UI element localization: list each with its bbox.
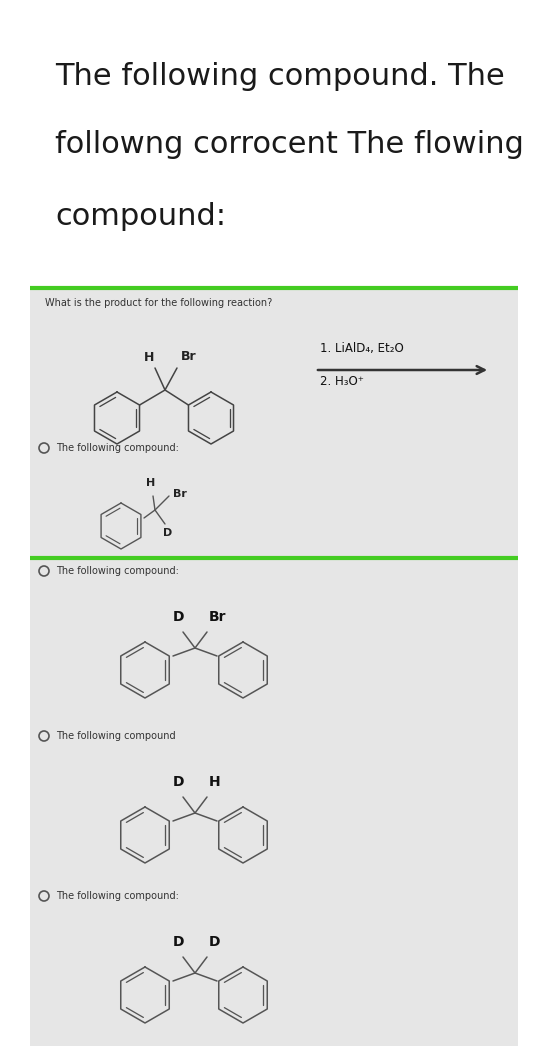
- Bar: [30, 558, 518, 1046]
- Text: 1. LiAlD₄, Et₂O: 1. LiAlD₄, Et₂O: [320, 342, 404, 355]
- Text: The following compound:: The following compound:: [56, 444, 179, 453]
- Text: The following compound: The following compound: [56, 731, 175, 741]
- Text: The following compound:: The following compound:: [56, 891, 179, 901]
- Text: Br: Br: [173, 488, 187, 499]
- Text: D: D: [172, 935, 184, 949]
- Text: H: H: [144, 351, 154, 364]
- Text: 2. H₃O⁺: 2. H₃O⁺: [320, 376, 364, 388]
- Text: followng corrocent The flowing: followng corrocent The flowing: [55, 130, 524, 159]
- Text: The following compound:: The following compound:: [56, 566, 179, 576]
- Text: D: D: [172, 610, 184, 624]
- Text: The following compound. The: The following compound. The: [55, 62, 505, 91]
- Bar: [30, 288, 518, 558]
- Text: H: H: [209, 775, 221, 789]
- Text: D: D: [172, 775, 184, 789]
- Text: D: D: [209, 935, 220, 949]
- Text: D: D: [163, 528, 173, 538]
- Text: compound:: compound:: [55, 202, 226, 231]
- Text: Br: Br: [181, 350, 197, 363]
- Text: Br: Br: [209, 610, 226, 624]
- Text: H: H: [146, 478, 156, 488]
- Text: What is the product for the following reaction?: What is the product for the following re…: [45, 298, 272, 308]
